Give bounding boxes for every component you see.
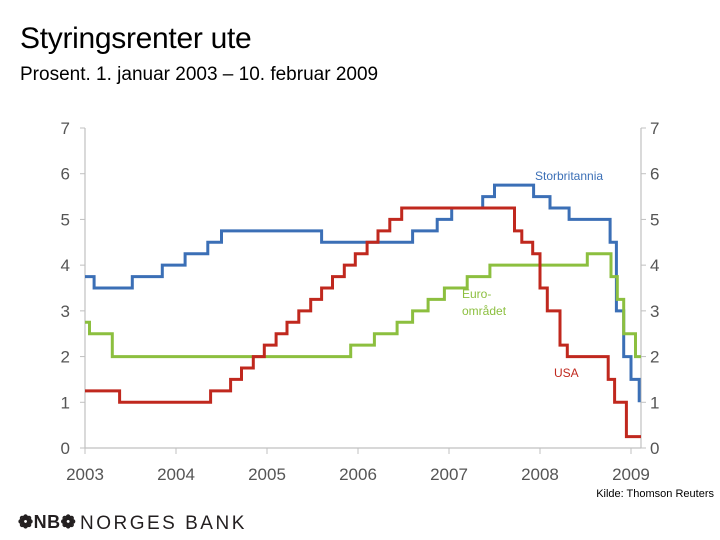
axes [80, 127, 646, 454]
series-lines [85, 183, 641, 439]
series-label-euroomr-det: området [462, 304, 507, 318]
y-tick-label-right: 0 [650, 439, 659, 458]
y-tick-label-left: 4 [61, 256, 70, 275]
x-tick-label: 2009 [612, 465, 650, 484]
chart-title: Styringsrenter ute [20, 22, 252, 55]
series-label-usa: USA [554, 366, 579, 380]
source-note: Kilde: Thomson Reuters [596, 488, 714, 500]
x-tick-label: 2003 [66, 465, 104, 484]
tick-labels: 0 0 1 1 2 2 3 3 4 4 5 5 6 6 7 7 2003 2004 2005 2006 2007 2008… [61, 119, 660, 484]
y-tick-label-left: 1 [61, 393, 70, 412]
y-tick-label-right: 3 [650, 302, 659, 321]
y-tick-label-right: 7 [650, 119, 659, 138]
footer-bar: ❁NB❁ NORGES BANK [0, 508, 720, 540]
chart-subtitle: Prosent. 1. januar 2003 – 10. februar 20… [20, 64, 379, 85]
y-tick-label-left: 2 [61, 348, 70, 367]
bank-name: NORGES BANK [80, 513, 247, 534]
series-line-euroomr-det [85, 252, 641, 359]
series-label-storbritannia: Storbritannia [535, 169, 603, 183]
y-tick-label-left: 7 [61, 119, 70, 138]
y-tick-label-right: 2 [650, 348, 659, 367]
y-tick-label-right: 5 [650, 210, 659, 229]
y-tick-label-right: 1 [650, 393, 659, 412]
y-tick-label-left: 5 [61, 210, 70, 229]
x-tick-label: 2007 [430, 465, 468, 484]
y-tick-label-right: 6 [650, 165, 659, 184]
series-label-euroomr-det: Euro- [462, 287, 491, 301]
y-tick-label-right: 4 [650, 256, 659, 275]
x-tick-label: 2004 [157, 465, 195, 484]
series-labels: Storbritannia Euro-området USA [462, 169, 603, 380]
y-tick-label-left: 3 [61, 302, 70, 321]
norges-bank-logo: ❁NB❁ [18, 512, 77, 532]
series-line-usa [85, 206, 641, 439]
y-tick-label-left: 0 [61, 439, 70, 458]
y-tick-label-left: 6 [61, 165, 70, 184]
x-tick-label: 2008 [521, 465, 559, 484]
x-tick-label: 2006 [339, 465, 377, 484]
x-tick-label: 2005 [248, 465, 286, 484]
